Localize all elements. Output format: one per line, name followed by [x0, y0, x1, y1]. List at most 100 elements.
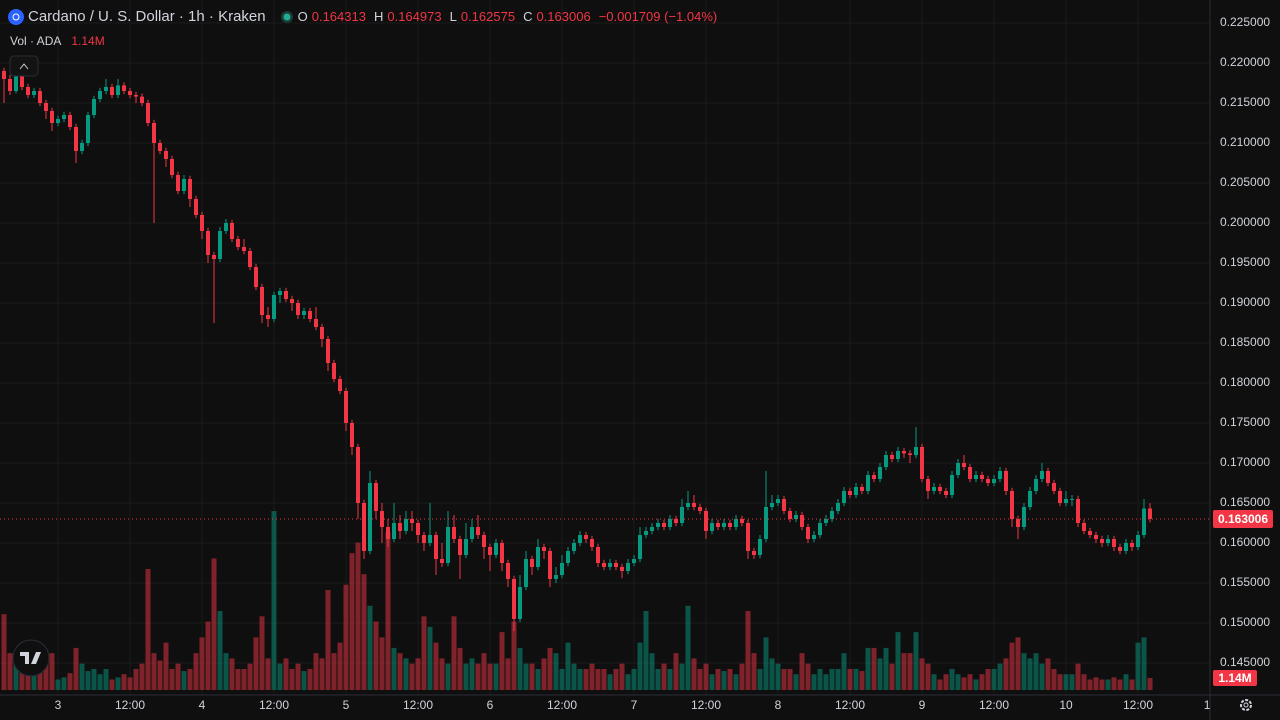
ohlc-key: O — [297, 9, 308, 24]
candle-body — [728, 523, 733, 527]
volume-bar — [1093, 677, 1099, 690]
volume-bar — [805, 663, 811, 690]
volume-bar — [1099, 679, 1105, 690]
collapse-button[interactable] — [9, 55, 39, 77]
volume-bar — [523, 663, 529, 690]
candle-body — [38, 91, 43, 103]
volume-bar — [511, 621, 517, 690]
tradingview-logo[interactable] — [12, 639, 50, 677]
candle-body — [332, 363, 337, 379]
ohlc-key: H — [373, 9, 384, 24]
candle-body — [788, 511, 793, 519]
volume-bar — [1105, 679, 1111, 690]
volume-bar — [37, 668, 43, 690]
volume-bar — [379, 637, 385, 690]
volume-bar — [577, 668, 583, 690]
volume-bar — [289, 668, 295, 690]
volume-bar — [163, 642, 169, 690]
volume-bar — [739, 663, 745, 690]
candle-body — [644, 531, 649, 535]
volume-bar — [457, 647, 463, 690]
volume-bar — [13, 658, 19, 690]
volume-bar — [949, 668, 955, 690]
candle-body — [32, 91, 37, 95]
candle-body — [452, 527, 457, 539]
y-tick-label: 0.165000 — [1220, 495, 1270, 509]
candle-body — [632, 559, 637, 563]
candle-body — [476, 527, 481, 535]
volume-bar — [595, 668, 601, 690]
candle-body — [674, 519, 679, 523]
candle-body — [212, 255, 217, 259]
volume-bar — [613, 668, 619, 690]
candle-body — [8, 79, 13, 91]
volume-bar — [355, 542, 361, 690]
candle-body — [824, 519, 829, 523]
volume-bar — [775, 663, 781, 690]
candle-body — [776, 499, 781, 503]
volume-bar — [919, 658, 925, 690]
candle-body — [770, 503, 775, 507]
y-tick-label: 0.210000 — [1220, 135, 1270, 149]
settings-button[interactable] — [1240, 699, 1252, 711]
volume-bar — [721, 671, 727, 690]
volume-bar — [1021, 653, 1027, 690]
candle-body — [200, 215, 205, 231]
volume-bar — [67, 673, 73, 690]
candle-body — [1058, 491, 1063, 503]
candle-body — [590, 539, 595, 547]
candle-body — [50, 111, 55, 123]
candle-body — [248, 251, 253, 267]
candle-body — [14, 75, 19, 91]
volume-bar — [691, 658, 697, 690]
candle-body — [362, 503, 367, 551]
candle-body — [494, 543, 499, 555]
volume-bar — [973, 679, 979, 690]
candle-body — [302, 311, 307, 315]
volume-bar — [7, 653, 13, 690]
volume-bar — [535, 668, 541, 690]
volume-bar — [61, 677, 67, 690]
volume-bar — [1147, 678, 1153, 690]
volume-bar — [319, 658, 325, 690]
volume-bar — [709, 674, 715, 690]
volume-bar — [937, 679, 943, 690]
volume-bar — [991, 668, 997, 690]
volume-bar — [109, 679, 115, 690]
candle-body — [968, 467, 973, 479]
candle-body — [986, 479, 991, 483]
volume-bar — [133, 668, 139, 690]
grid — [0, 0, 1211, 695]
volume-bar — [901, 653, 907, 690]
volume-bar — [139, 663, 145, 690]
volume-bar — [469, 658, 475, 690]
volume-bar — [91, 668, 97, 690]
candle-body — [422, 535, 427, 543]
volume-bar — [1009, 642, 1015, 690]
candle-body — [26, 87, 31, 95]
candle-body — [428, 535, 433, 543]
candle-body — [524, 559, 529, 587]
y-tick-label: 0.200000 — [1220, 215, 1270, 229]
volume-bar — [49, 653, 55, 690]
volume-bar — [1, 614, 7, 690]
volume-bar — [685, 605, 691, 690]
volume-bar — [571, 663, 577, 690]
candle-body — [764, 507, 769, 539]
x-tick-label: 12:00 — [403, 698, 433, 712]
volume-bar — [697, 668, 703, 690]
candle-body — [104, 87, 109, 91]
volume-bar — [97, 674, 103, 690]
volume-bar — [307, 668, 313, 690]
change: −0.001709 (−1.04%) — [598, 9, 718, 24]
candle-body — [548, 551, 553, 579]
volume-bar — [1141, 637, 1147, 690]
y-tick-label: 0.205000 — [1220, 175, 1270, 189]
volume-bar — [517, 647, 523, 690]
candle-body — [842, 491, 847, 503]
candle-body — [440, 559, 445, 563]
volume-bar — [907, 653, 913, 690]
candle-body — [554, 575, 559, 579]
candle-body — [176, 175, 181, 191]
